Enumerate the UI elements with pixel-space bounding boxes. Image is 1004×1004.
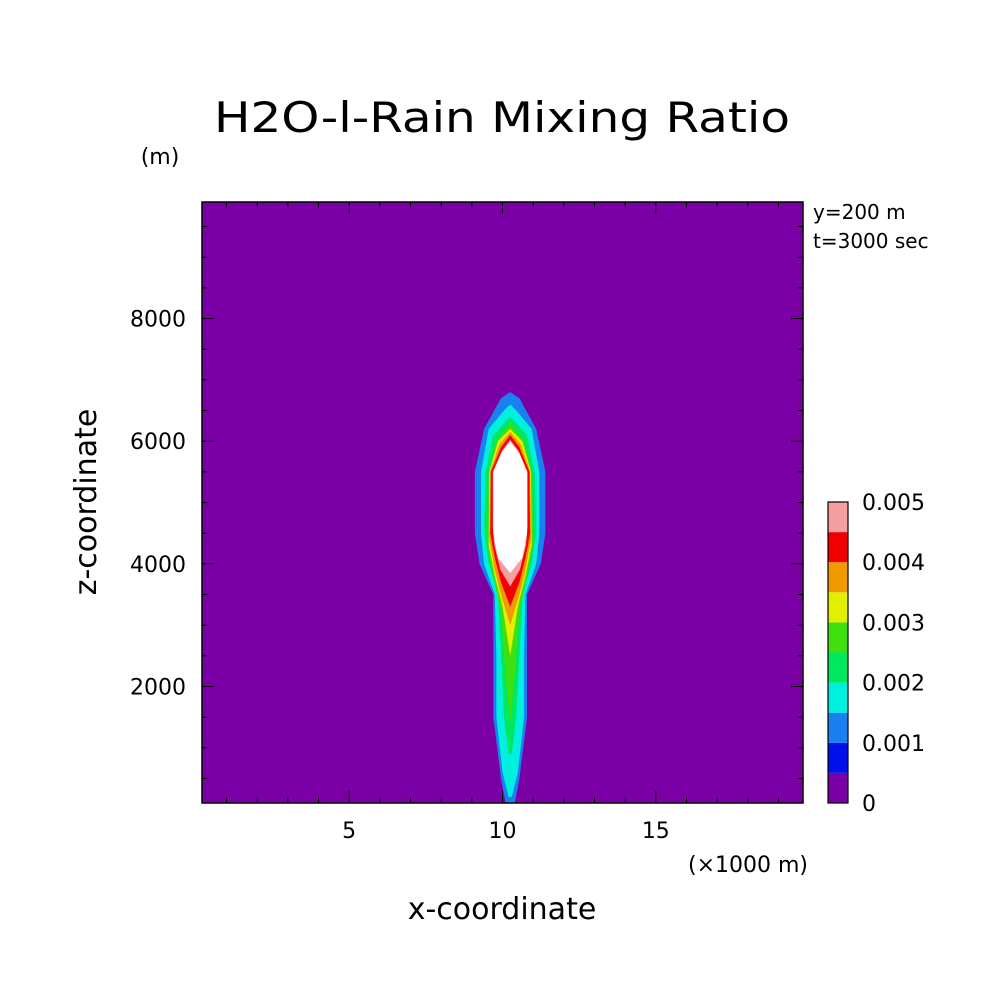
- annotation-y: y=200 m: [813, 200, 906, 224]
- colorbar-tick-label: 0: [862, 792, 876, 817]
- colorbar-tick-label: 0.004: [862, 551, 925, 576]
- colorbar: 0 0.001 0.002 0.003 0.004 0.005: [827, 491, 925, 817]
- y-tick-label: 6000: [130, 430, 186, 455]
- annotation-t: t=3000 sec: [813, 229, 929, 253]
- colorbar-tick-label: 0.002: [862, 672, 925, 697]
- contour-band-0.005: [494, 444, 526, 567]
- x-axis-label: x-coordinate: [408, 892, 597, 927]
- colorbar-swatch: [828, 622, 848, 653]
- colorbar-swatch: [828, 532, 848, 563]
- x-axis-ticks: 5 10 15: [342, 819, 670, 844]
- x-unit-label: (×1000 m): [688, 853, 808, 878]
- plot-area: [201, 201, 804, 804]
- y-axis-label: z-coordinate: [69, 409, 104, 596]
- y-tick-label: 2000: [130, 675, 186, 700]
- colorbar-swatch: [828, 502, 848, 533]
- chart-title: H2O-l-Rain Mixing Ratio: [214, 93, 790, 142]
- colorbar-swatch: [828, 682, 848, 713]
- contour-fills: [474, 392, 546, 803]
- y-tick-label: 8000: [130, 308, 186, 333]
- colorbar-tick-label: 0.001: [862, 732, 925, 757]
- x-tick-label: 15: [642, 819, 670, 844]
- y-tick-label: 4000: [130, 553, 186, 578]
- y-axis-ticks: 2000 4000 6000 8000: [130, 308, 186, 701]
- y-unit-label: (m): [141, 145, 180, 170]
- colorbar-swatch: [828, 562, 848, 593]
- plot-frame: [201, 201, 804, 804]
- x-tick-label: 10: [489, 819, 517, 844]
- colorbar-swatch: [828, 652, 848, 683]
- minor-ticks: [202, 202, 803, 803]
- contour-line-0.004: [490, 436, 530, 591]
- colorbar-tick-label: 0.003: [862, 611, 925, 636]
- colorbar-swatch: [828, 772, 848, 803]
- colorbar-swatch: [828, 742, 848, 773]
- colorbar-swatch: [828, 712, 848, 743]
- colorbar-swatch: [828, 592, 848, 623]
- x-tick-label: 5: [342, 819, 356, 844]
- colorbar-frame: [827, 501, 849, 804]
- colorbar-tick-label: 0.005: [862, 491, 925, 516]
